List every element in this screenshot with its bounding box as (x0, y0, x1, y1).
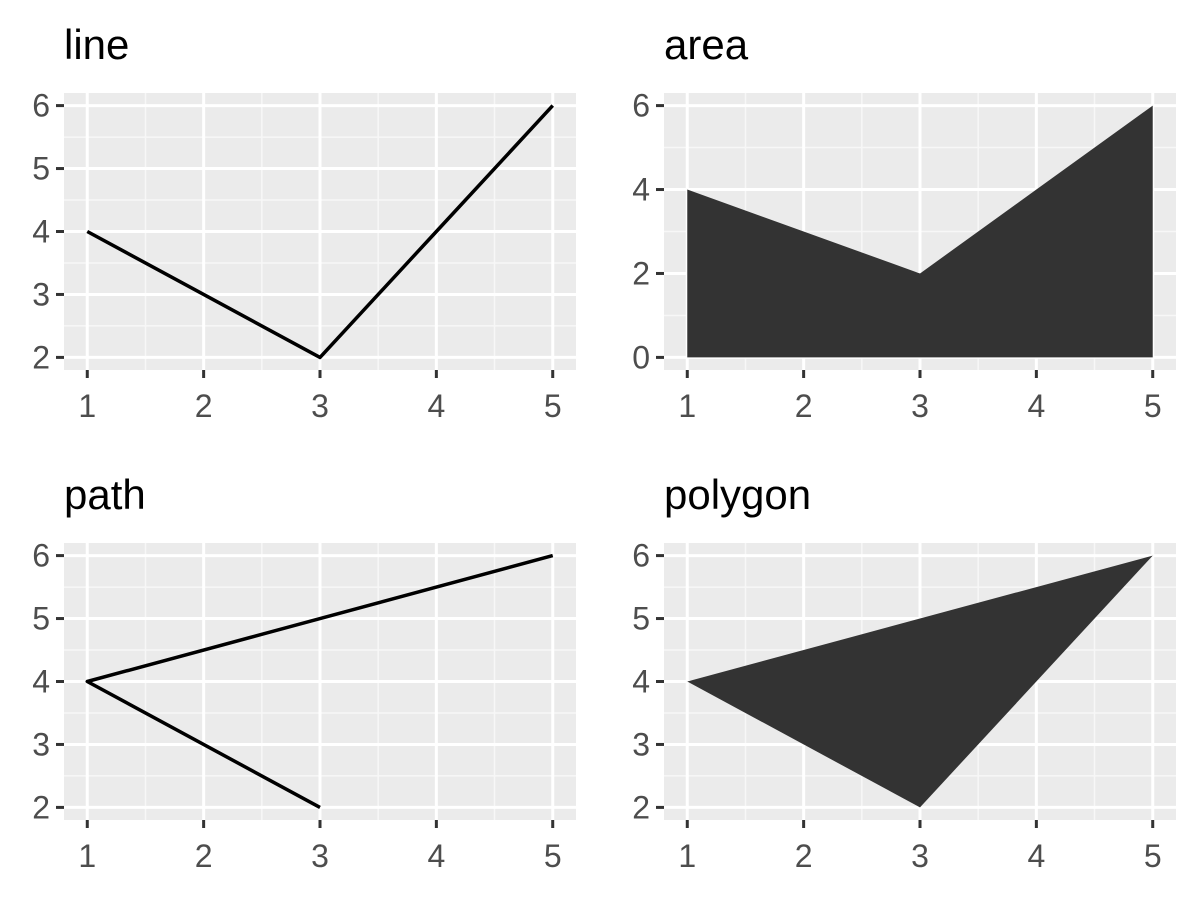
x-tick-label: 2 (195, 838, 213, 874)
x-tick-label: 4 (1027, 838, 1045, 874)
y-tick-label: 2 (32, 339, 50, 375)
y-tick-label: 3 (32, 726, 50, 762)
panel-title-area: area (664, 21, 749, 68)
x-tick-label: 4 (1027, 388, 1045, 424)
y-tick-label: 4 (32, 664, 50, 700)
y-tick-label: 2 (632, 789, 650, 825)
x-tick-label: 5 (1144, 838, 1162, 874)
y-tick-label: 0 (632, 339, 650, 375)
y-tick-label: 3 (32, 276, 50, 312)
panel-title-polygon: polygon (664, 471, 811, 518)
x-tick-label: 4 (427, 388, 445, 424)
y-tick-label: 2 (32, 789, 50, 825)
x-tick-label: 5 (1144, 388, 1162, 424)
y-tick-label: 6 (632, 538, 650, 574)
y-tick-label: 4 (632, 172, 650, 208)
x-tick-label: 4 (427, 838, 445, 874)
x-tick-label: 3 (311, 838, 329, 874)
y-tick-label: 5 (32, 151, 50, 187)
panel-area: area 0 2 4 6 1 2 3 4 5 (632, 21, 1176, 424)
x-tick-label: 5 (544, 388, 562, 424)
x-tick-label: 2 (795, 388, 813, 424)
series-polygon (687, 555, 1153, 808)
y-tick-label: 4 (32, 214, 50, 250)
y-tick-label: 4 (632, 664, 650, 700)
y-tick-label: 6 (32, 88, 50, 124)
series-line (86, 104, 555, 360)
x-tick-label: 1 (78, 388, 96, 424)
panel-title-path: path (64, 471, 146, 518)
y-tick-label: 3 (632, 726, 650, 762)
x-tick-label: 5 (544, 838, 562, 874)
x-tick-label: 3 (911, 388, 929, 424)
x-tick-label: 3 (911, 838, 929, 874)
x-tick-label: 2 (795, 838, 813, 874)
y-tick-label: 5 (32, 601, 50, 637)
panel-title-line: line (64, 21, 129, 68)
y-tick-label: 6 (632, 88, 650, 124)
series-path (85, 553, 554, 809)
x-tick-label: 1 (78, 838, 96, 874)
x-tick-label: 1 (678, 838, 696, 874)
x-tick-label: 2 (195, 388, 213, 424)
y-tick-label: 6 (32, 538, 50, 574)
y-tick-label: 2 (632, 255, 650, 291)
x-tick-label: 3 (311, 388, 329, 424)
y-tick-label: 5 (632, 601, 650, 637)
series-area (687, 105, 1153, 358)
x-tick-label: 1 (678, 388, 696, 424)
